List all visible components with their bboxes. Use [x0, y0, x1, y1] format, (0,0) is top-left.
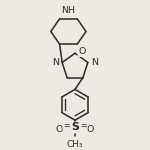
Text: NH: NH — [61, 6, 75, 15]
Text: O: O — [87, 125, 94, 134]
Text: N: N — [91, 58, 98, 67]
Text: N: N — [52, 58, 59, 67]
Text: =: = — [80, 121, 87, 130]
Text: O: O — [56, 125, 63, 134]
Text: =: = — [63, 121, 70, 130]
Text: CH₃: CH₃ — [67, 140, 83, 148]
Text: S: S — [71, 123, 79, 132]
Text: O: O — [78, 47, 86, 56]
